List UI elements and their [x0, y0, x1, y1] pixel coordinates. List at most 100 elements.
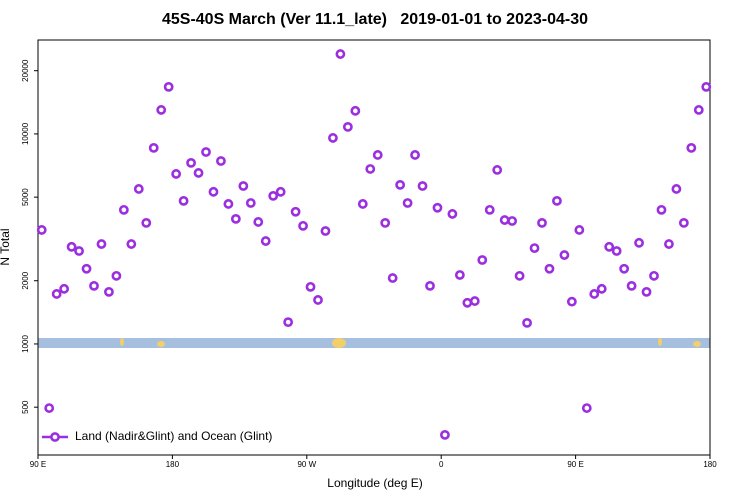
data-point: [118, 204, 129, 215]
data-point: [245, 198, 256, 208]
plot-frame: [37, 39, 711, 456]
x-tick-label: 90 E: [567, 460, 583, 469]
data-point: [350, 105, 361, 116]
data-point: [611, 246, 622, 256]
y-tick-label: 1000: [21, 335, 30, 353]
data-point: [163, 81, 174, 92]
data-point: [507, 216, 518, 226]
x-tick-label: 180: [703, 460, 717, 469]
data-point: [671, 184, 682, 194]
data-point: [604, 241, 615, 252]
data-point: [201, 147, 211, 157]
data-point: [596, 283, 607, 294]
data-point: [96, 239, 107, 249]
data-point: [380, 218, 391, 228]
legend-marker: [50, 432, 60, 442]
data-point: [335, 49, 346, 59]
data-point: [216, 156, 226, 166]
data-point: [298, 220, 308, 231]
data-point: [148, 142, 159, 153]
data-point: [552, 195, 562, 206]
y-tick-label: 2000: [21, 271, 30, 289]
x-tick-label: 90 W: [297, 460, 316, 469]
data-point: [454, 270, 465, 280]
data-point: [484, 204, 495, 215]
land-patch: [332, 338, 346, 348]
data-point: [634, 237, 644, 248]
y-tick-label: 10000: [21, 122, 30, 145]
y-tick-label: 500: [21, 400, 30, 414]
data-point: [440, 429, 450, 440]
data-point: [104, 286, 114, 297]
data-point: [141, 218, 152, 228]
chart-title: 45S-40S March (Ver 11.1_late) 2019-01-01…: [162, 11, 588, 28]
data-point: [156, 105, 167, 115]
data-point: [186, 157, 196, 168]
data-point: [372, 150, 383, 160]
data-point: [417, 181, 428, 191]
data-point: [111, 270, 122, 281]
data-point: [477, 255, 488, 265]
data-point: [290, 206, 301, 217]
data-point: [656, 204, 667, 215]
data-point: [223, 199, 234, 209]
y-tick-label: 20000: [21, 59, 30, 82]
data-point: [305, 281, 316, 292]
data-point: [268, 190, 279, 201]
data-point: [59, 283, 70, 294]
data-point: [126, 239, 137, 249]
data-point: [193, 168, 204, 178]
data-point: [402, 198, 413, 208]
data-point: [51, 289, 62, 299]
data-point: [89, 280, 99, 291]
data-point: [537, 218, 547, 228]
data-point: [664, 239, 674, 249]
data-point: [544, 263, 555, 274]
data-point: [365, 164, 376, 174]
y-tick-label: 5000: [21, 188, 30, 206]
data-point: [81, 263, 92, 274]
data-point: [238, 181, 249, 191]
data-point: [171, 169, 182, 179]
data-point: [469, 296, 480, 306]
data-point: [260, 236, 271, 246]
data-point: [328, 133, 338, 143]
data-point: [514, 270, 525, 281]
data-point: [230, 213, 241, 224]
legend-label: Land (Nadir&Glint) and Ocean (Glint): [75, 429, 272, 443]
data-point: [387, 273, 398, 283]
data-point: [589, 289, 600, 299]
data-point: [641, 286, 652, 297]
land-patch: [693, 341, 701, 347]
data-point: [208, 186, 219, 197]
data-point: [432, 202, 443, 213]
data-point: [574, 225, 585, 235]
data-point: [581, 403, 592, 413]
data-point: [275, 186, 286, 197]
data-point: [44, 403, 55, 413]
data-point: [626, 280, 637, 291]
data-point: [357, 199, 368, 209]
data-point: [522, 317, 532, 328]
data-point: [649, 270, 659, 281]
land-patch: [658, 338, 662, 346]
data-point: [253, 217, 264, 227]
land-strip: [38, 338, 710, 348]
x-tick-label: 180: [166, 460, 180, 469]
data-point: [74, 246, 84, 256]
data-point: [133, 184, 144, 194]
data-point: [320, 226, 331, 236]
x-axis-label: Longitude (deg E): [327, 476, 422, 490]
data-point: [395, 179, 406, 190]
data-point: [425, 280, 435, 291]
data-point: [492, 165, 503, 175]
data-point: [410, 150, 420, 160]
data-point: [447, 209, 458, 219]
data-point: [701, 81, 712, 92]
data-point: [529, 243, 540, 254]
data-point: [678, 218, 689, 228]
data-point: [686, 142, 697, 153]
x-tick-label: 0: [439, 460, 444, 469]
